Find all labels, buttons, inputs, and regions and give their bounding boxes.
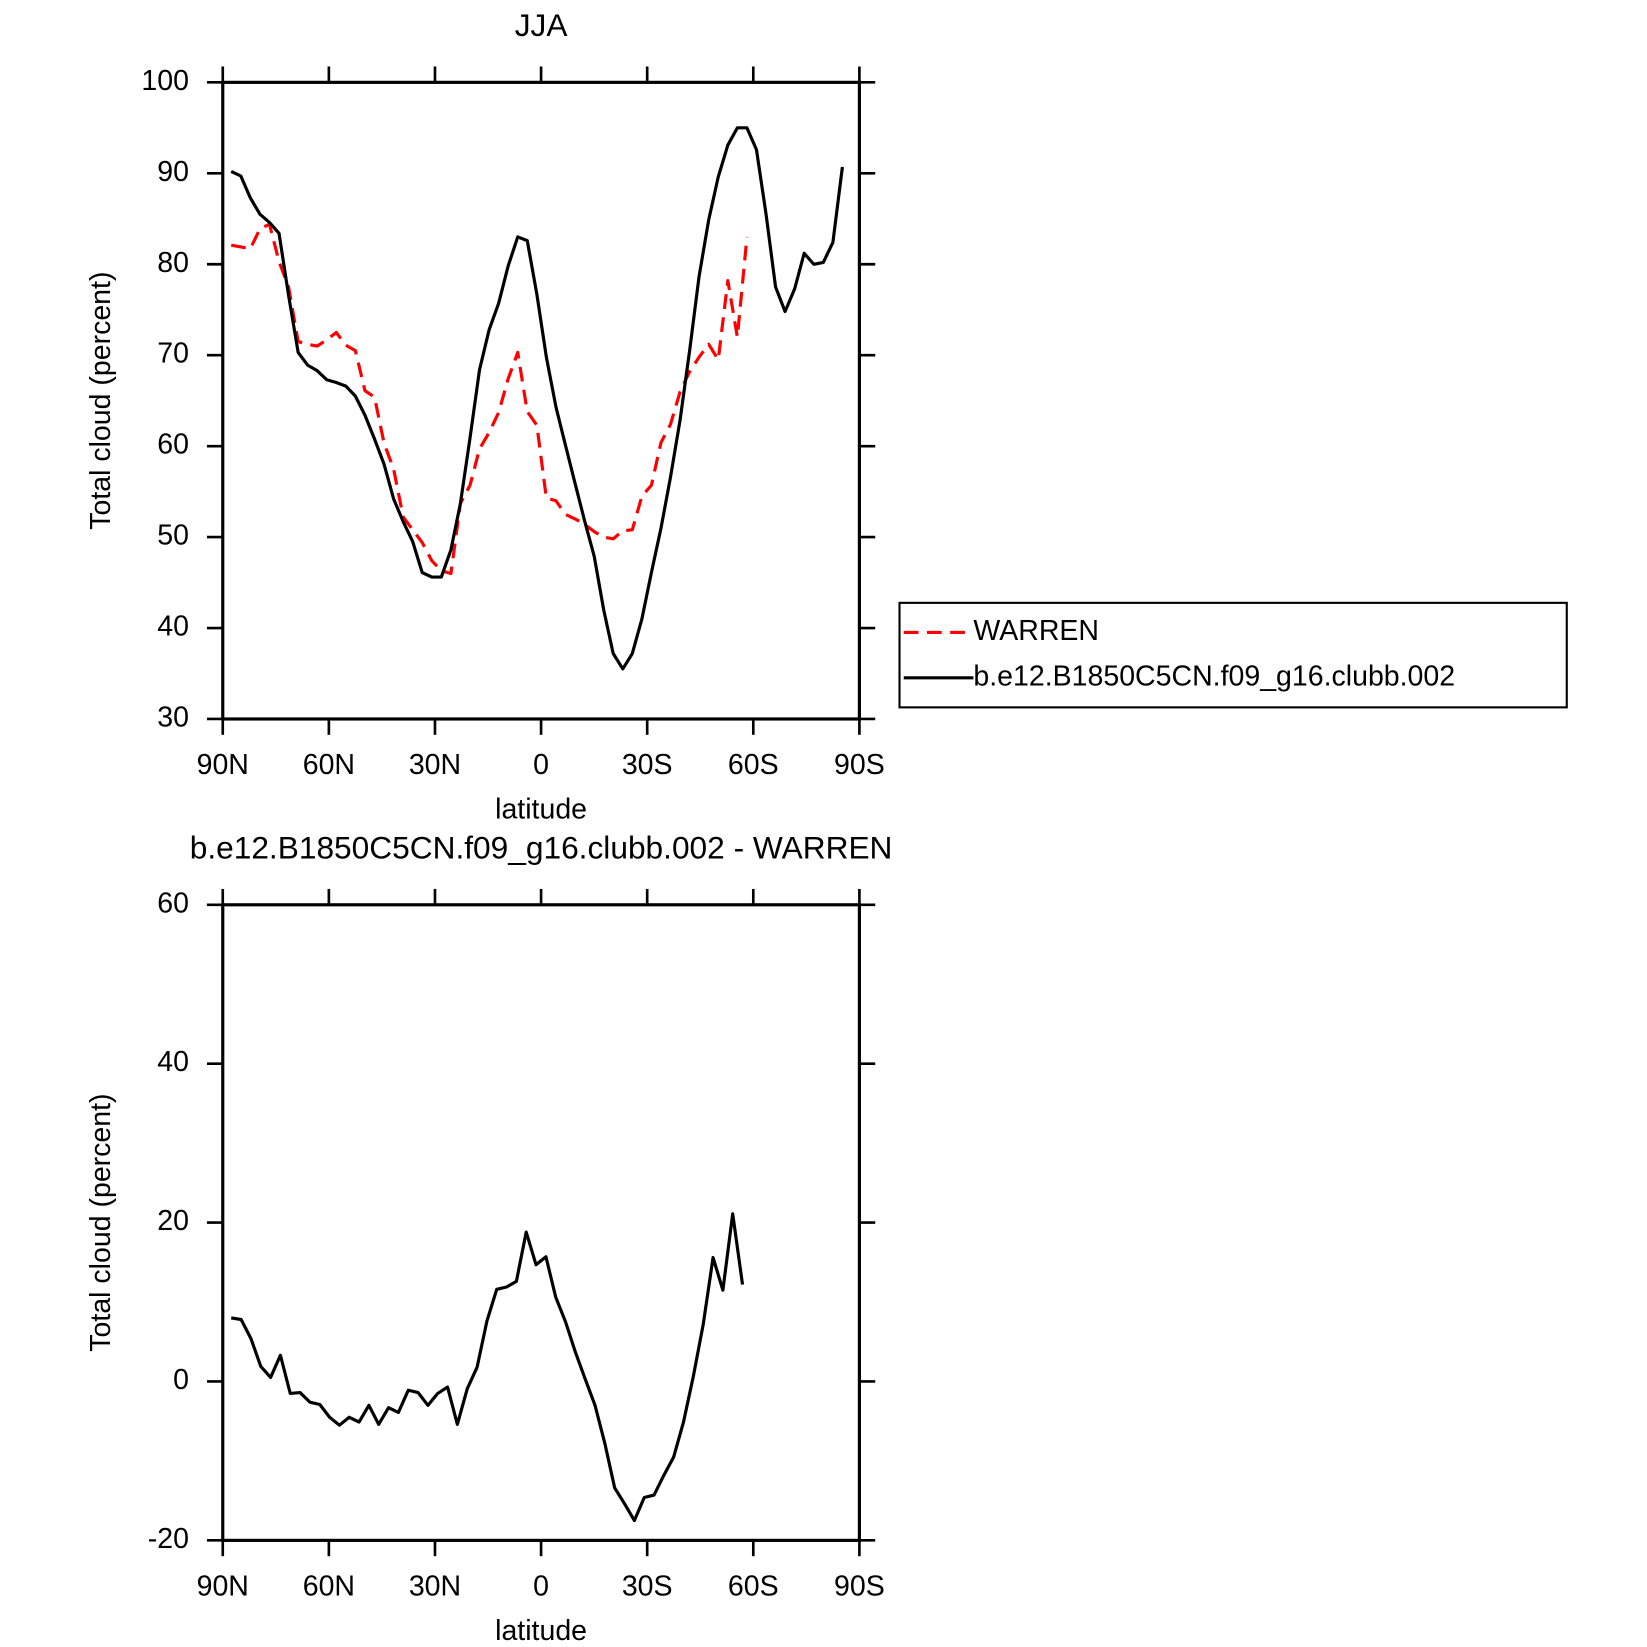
y-tick-label: -20	[148, 1523, 189, 1555]
y-tick-label: 100	[141, 65, 189, 97]
y-tick-label: 40	[157, 1046, 189, 1078]
y-tick-label: 60	[157, 887, 189, 919]
x-tick-label: 60N	[303, 1570, 355, 1602]
x-axis-label: latitude	[495, 1615, 587, 1647]
y-tick-label: 90	[157, 156, 189, 188]
x-tick-label: 90S	[834, 1570, 885, 1602]
x-tick-label: 30S	[622, 749, 673, 781]
series-line	[230, 222, 749, 576]
x-tick-label: 60S	[728, 1570, 779, 1602]
legend-box	[898, 601, 1568, 709]
plot-frame	[221, 80, 861, 721]
x-tick-label: 90N	[197, 749, 249, 781]
y-tick-label: 30	[157, 702, 189, 734]
x-tick-label: 90S	[834, 749, 885, 781]
series-line	[230, 1212, 745, 1523]
x-tick-label: 30S	[622, 1570, 673, 1602]
x-tick-label: 60S	[728, 749, 779, 781]
x-tick-label: 30N	[409, 1570, 461, 1602]
y-tick-label: 40	[157, 611, 189, 643]
y-axis-label: Total cloud (percent)	[85, 272, 117, 530]
plot-frame	[221, 903, 861, 1542]
y-axis-label: Total cloud (percent)	[85, 1093, 117, 1351]
y-tick-label: 50	[157, 520, 189, 552]
y-tick-label: 60	[157, 429, 189, 461]
y-tick-label: 80	[157, 247, 189, 279]
x-tick-label: 90N	[197, 1570, 249, 1602]
series-line	[230, 126, 844, 671]
y-tick-label: 0	[173, 1364, 189, 1396]
y-tick-label: 70	[157, 338, 189, 370]
x-tick-label: 30N	[409, 749, 461, 781]
chart-title: b.e12.B1850C5CN.f09_g16.clubb.002 - WARR…	[190, 829, 893, 865]
chart-title: JJA	[515, 7, 569, 43]
legend-label: WARREN	[973, 615, 1099, 647]
x-axis-label: latitude	[495, 793, 587, 825]
x-tick-label: 60N	[303, 749, 355, 781]
y-tick-label: 20	[157, 1205, 189, 1237]
legend-label: b.e12.B1850C5CN.f09_g16.clubb.002	[973, 660, 1455, 692]
x-tick-label: 0	[533, 1570, 549, 1602]
x-tick-label: 0	[533, 749, 549, 781]
